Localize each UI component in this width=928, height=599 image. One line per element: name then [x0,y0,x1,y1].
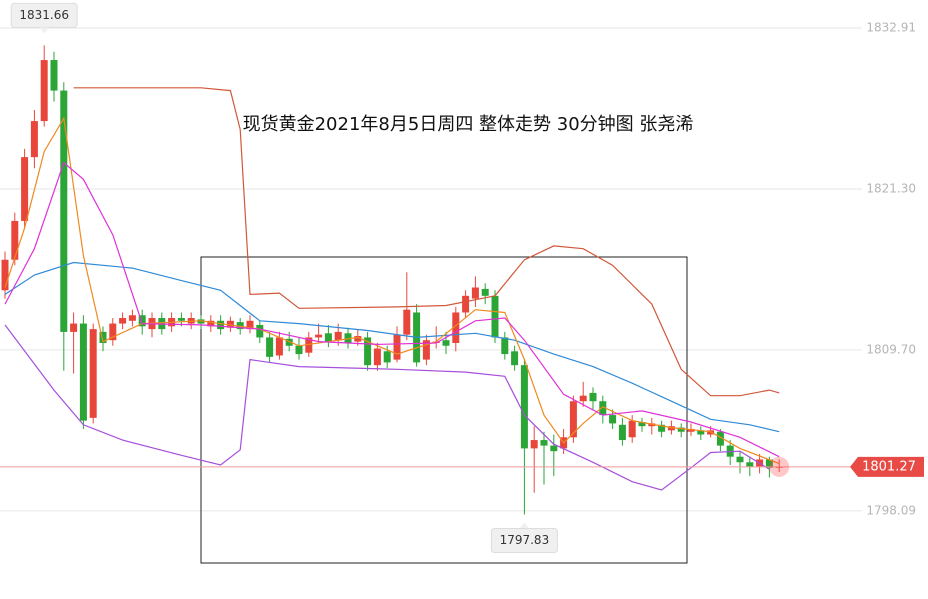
candle-body [618,424,626,441]
candle-body [236,322,244,330]
candle-body [550,445,558,452]
candle-body [246,320,254,330]
chart-title: 现货黄金2021年8月5日周四 整体走势 30分钟图 张尧浠 [243,114,694,135]
current-price-glow [769,456,790,477]
candle-body [746,462,754,467]
high-label-pointer [39,27,50,34]
candle-body [716,431,724,446]
candle-body [305,337,313,353]
indicator-line [4,161,780,458]
candle-body [119,318,127,324]
highlight-box [200,256,688,564]
candle-body [491,295,499,338]
candle-body [109,323,117,341]
candle-body [589,392,597,402]
candle-body [275,337,283,356]
candle-body [138,315,146,327]
candle-body [373,348,381,366]
candle-body [40,60,48,122]
candle-body [481,288,489,296]
candle-body [99,331,107,343]
candle-body [599,401,607,416]
candle-body [579,395,587,402]
candle-body [569,401,577,438]
candle-body [609,415,617,424]
candle-body [21,157,29,221]
candle-body [315,334,323,338]
candle-body [30,121,38,158]
candle-body [462,295,470,313]
candle-body [707,430,715,435]
current-price-label: 1801.27 [862,459,916,474]
candle-body [344,333,352,343]
candle-body [540,440,548,446]
candle-body [60,90,68,332]
candle-body [334,331,342,341]
low-label-box [490,528,558,554]
y-tick-label: 1798.09 [866,503,916,517]
candle-body [79,323,87,421]
low-label: 1797.83 [500,533,550,547]
candle-body [520,365,528,449]
candle-body [11,220,19,260]
candle-body [1,259,9,291]
candle-body [432,341,440,343]
candle-body [658,424,666,432]
y-tick-label: 1821.30 [866,182,916,196]
candle-body [667,426,675,431]
candle-body [471,287,479,299]
candle-body [177,318,185,321]
candle-body [324,333,332,342]
indicator-line [4,261,780,433]
y-tick-label: 1809.70 [866,342,916,356]
candle-body [70,323,78,332]
candle-body [677,427,685,432]
plot [1,45,783,515]
candle-body [89,329,97,418]
candle-body [285,338,293,346]
candle-body [765,459,773,468]
high-label: 1831.66 [19,8,69,22]
annotations: 1801.27 1831.66 1797.83 [0,2,924,554]
candle-body [697,430,705,435]
candle-body [197,319,205,324]
candle-body [226,320,234,328]
candle-body [403,309,411,335]
candle-body [736,456,744,463]
candle-body [354,336,362,342]
candle-body [687,428,695,432]
candle-body [501,337,509,355]
candle-body [383,351,391,363]
grid: 1832.91 1821.30 1809.70 1798.09 [0,21,916,517]
indicator-line [73,87,780,397]
candle-body [207,320,215,327]
low-label-pointer [519,522,530,529]
indicator-line [4,116,780,465]
candle-body [452,312,460,343]
candle-body [422,340,430,360]
candle-body [50,60,58,91]
candle-body [295,345,303,355]
candle-body [628,420,636,438]
candle-body [530,440,538,449]
indicator-line [4,324,770,491]
candle-body [393,334,401,360]
candle-body [128,315,136,321]
current-price-box [850,456,924,477]
candle-body [648,423,656,427]
candle-body [266,337,274,357]
candle-body [442,340,450,346]
candle-body [217,320,225,330]
candle-body [364,337,372,366]
candle-body [638,422,646,427]
candle-body [256,324,264,338]
candle-body [511,351,519,366]
y-tick-label: 1832.91 [866,21,916,35]
